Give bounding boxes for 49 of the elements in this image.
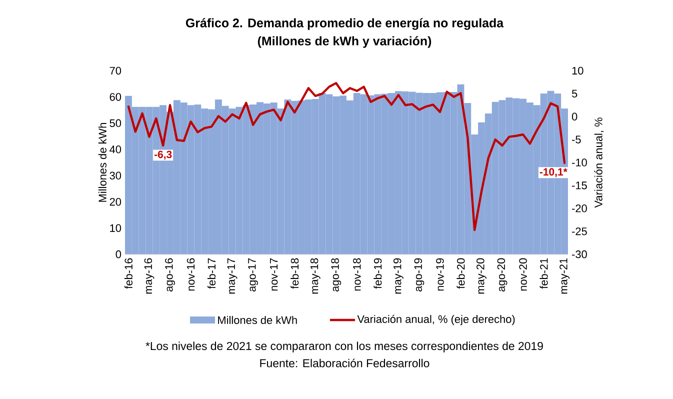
y2-tick-label: -15 bbox=[572, 182, 587, 190]
y-tick-label: 0 bbox=[116, 250, 122, 258]
x-tick-label: may-21 bbox=[560, 258, 570, 294]
x-tick-label: may-18 bbox=[310, 258, 320, 294]
x-tick-label: nov-18 bbox=[353, 258, 361, 291]
x-tick-label: ago-17 bbox=[248, 258, 258, 292]
x-tick-label: nov-17 bbox=[270, 258, 278, 291]
x-tick-label: feb-16 bbox=[124, 258, 132, 289]
x-tick-label: feb-20 bbox=[456, 258, 465, 289]
x-tick-label: feb-17 bbox=[208, 258, 216, 289]
y-tick-label: 40 bbox=[110, 146, 122, 154]
y2-tick-label: -20 bbox=[572, 204, 587, 212]
x-tick-label: feb-19 bbox=[374, 258, 382, 289]
text: *Los niveles de 2021 se compararon con los meses correspondientes de 2019 bbox=[146, 342, 543, 352]
y-tick-label: 20 bbox=[110, 198, 122, 206]
x-tick-label: ago-20 bbox=[497, 258, 508, 292]
x-tick-label: ago-18 bbox=[331, 258, 342, 292]
data-label: -6,3 bbox=[154, 150, 172, 160]
y-tick-label: 60 bbox=[110, 93, 122, 101]
data-label: -10,1* bbox=[540, 168, 568, 178]
x-tick-label: feb-21 bbox=[540, 258, 548, 289]
y2-axis-title: Variación anual, % bbox=[594, 118, 604, 208]
x-tick-label: ago-16 bbox=[165, 258, 175, 292]
y2-tick-label: -25 bbox=[572, 227, 587, 236]
chart-subtitle: (Millones de kWh y variación) bbox=[258, 36, 432, 48]
x-tick-label: may-20 bbox=[476, 258, 486, 294]
y2-tick-label: -10 bbox=[572, 158, 587, 166]
y-tick-label: 50 bbox=[110, 119, 122, 128]
y-tick-label: 70 bbox=[110, 66, 122, 75]
x-tick-label: ago-19 bbox=[414, 258, 424, 292]
x-tick-label: nov-16 bbox=[186, 258, 195, 291]
x-tick-label: may-19 bbox=[393, 258, 404, 294]
y2-tick-label: 5 bbox=[572, 90, 578, 98]
chart-title: Gráfico 2. Demanda promedio de energía no regulada bbox=[186, 18, 504, 30]
y2-tick-label: -5 bbox=[572, 136, 581, 144]
y-axis-title: Millones de kWh bbox=[98, 123, 106, 202]
x-tick-label: nov-19 bbox=[436, 258, 444, 291]
x-tick-label: feb-18 bbox=[290, 258, 299, 289]
x-tick-label: may-16 bbox=[144, 258, 154, 294]
source-note: Fuente: Elaboración Fedesarrollo bbox=[260, 358, 430, 368]
y2-tick-label: 0 bbox=[572, 112, 578, 120]
legend-label: Millones de kWh bbox=[218, 316, 297, 324]
y2-tick-label: 10 bbox=[572, 66, 584, 75]
x-tick-label: may-17 bbox=[227, 258, 238, 294]
y2-tick-label: -30 bbox=[572, 250, 587, 258]
x-tick-label: nov-20 bbox=[519, 258, 527, 291]
y-tick-label: 30 bbox=[110, 172, 122, 180]
legend-label: Variación anual, % (eje derecho) bbox=[357, 314, 515, 326]
y-tick-label: 10 bbox=[110, 224, 122, 232]
